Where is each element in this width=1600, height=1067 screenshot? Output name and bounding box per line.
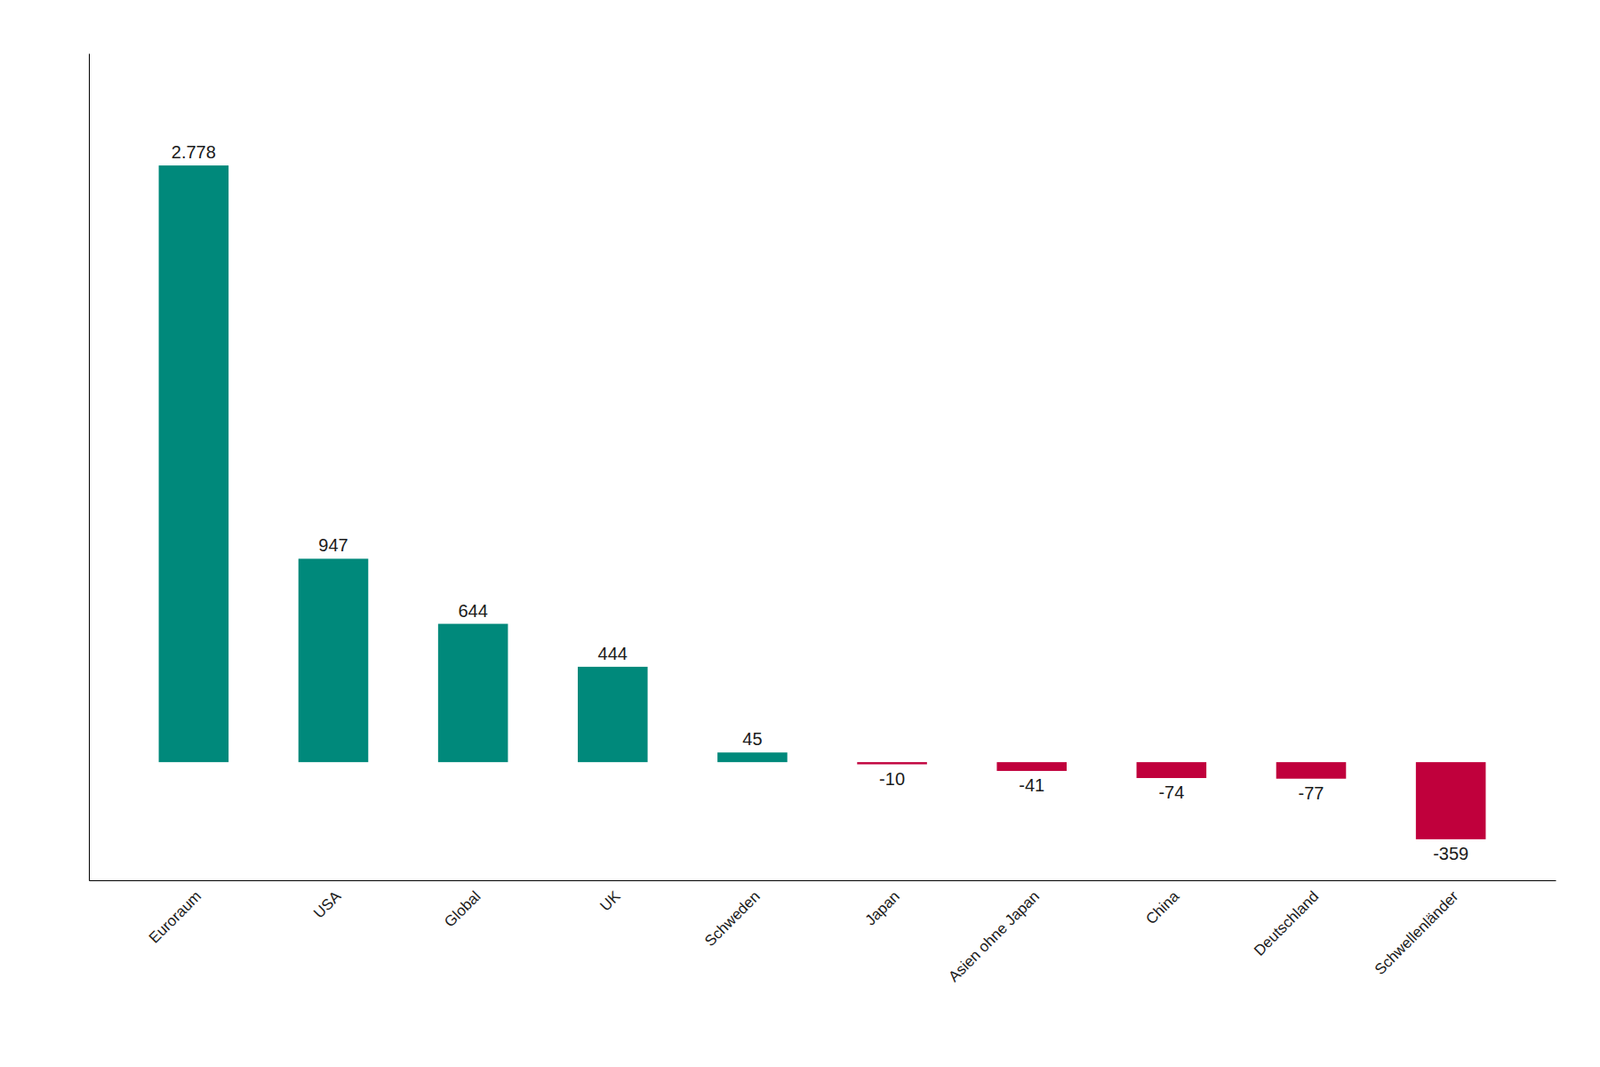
y-axis-line [88,54,90,881]
x-tick-label: USA [310,887,345,922]
data-labels: 2.778 947 644 444 45 -10 -41 -74 -77 -359 [171,142,1469,864]
x-tick-label: Schwellenländer [1371,887,1463,978]
data-label: 45 [742,728,762,749]
bar [438,624,509,763]
x-tick: Asien ohne Japan [944,880,1043,985]
x-tick-label: Schweden [701,887,764,950]
x-axis: Euroraum USA Global UK Schweden Japan Asien oh… [89,880,1557,985]
x-tick-label: Japan [862,887,904,928]
bar [1276,761,1347,779]
chart-svg: 2.778 947 644 444 45 -10 -41 -74 -77 -359 Euroraum… [0,0,1600,1067]
x-tick: UK [596,880,624,915]
bar [996,761,1067,771]
data-label: 444 [598,643,628,664]
bar [717,752,788,762]
x-tick: Japan [862,880,904,929]
x-tick-label: Euroraum [145,887,205,946]
x-tick: USA [310,880,345,922]
data-label: -10 [879,768,905,789]
bar [856,761,928,764]
x-tick: Euroraum [145,880,205,947]
x-tick: Schweden [701,880,764,950]
data-label: 644 [457,600,488,621]
y-axis [88,54,90,881]
bars [159,165,1487,840]
x-axis-line [89,880,1557,881]
bar [298,558,369,762]
x-tick: Global [440,880,484,931]
x-tick: China [1142,880,1183,928]
x-tick-label: Global [440,887,484,930]
bar [577,666,648,762]
data-label: -359 [1432,843,1469,864]
x-tick-label: China [1142,887,1183,928]
chart-container: 2.778 947 644 444 45 -10 -41 -74 -77 -359 Euroraum… [0,0,1600,1067]
x-tick: Schwellenländer [1371,880,1463,978]
x-tick-label: Deutschland [1250,887,1322,959]
data-label: 2.778 [171,142,216,162]
x-tick-label: Asien ohne Japan [944,887,1043,985]
data-label: -77 [1298,783,1325,803]
data-label: -41 [1018,775,1045,795]
data-label: -74 [1158,782,1184,802]
x-tick: Deutschland [1250,880,1322,960]
bar [1416,761,1487,840]
bar [159,165,230,762]
bar [1136,761,1208,778]
x-tick-label: UK [596,887,624,915]
plot-area: 2.778 947 644 444 45 -10 -41 -74 -77 -359 Euroraum… [89,54,1557,986]
data-label: 947 [318,535,348,555]
